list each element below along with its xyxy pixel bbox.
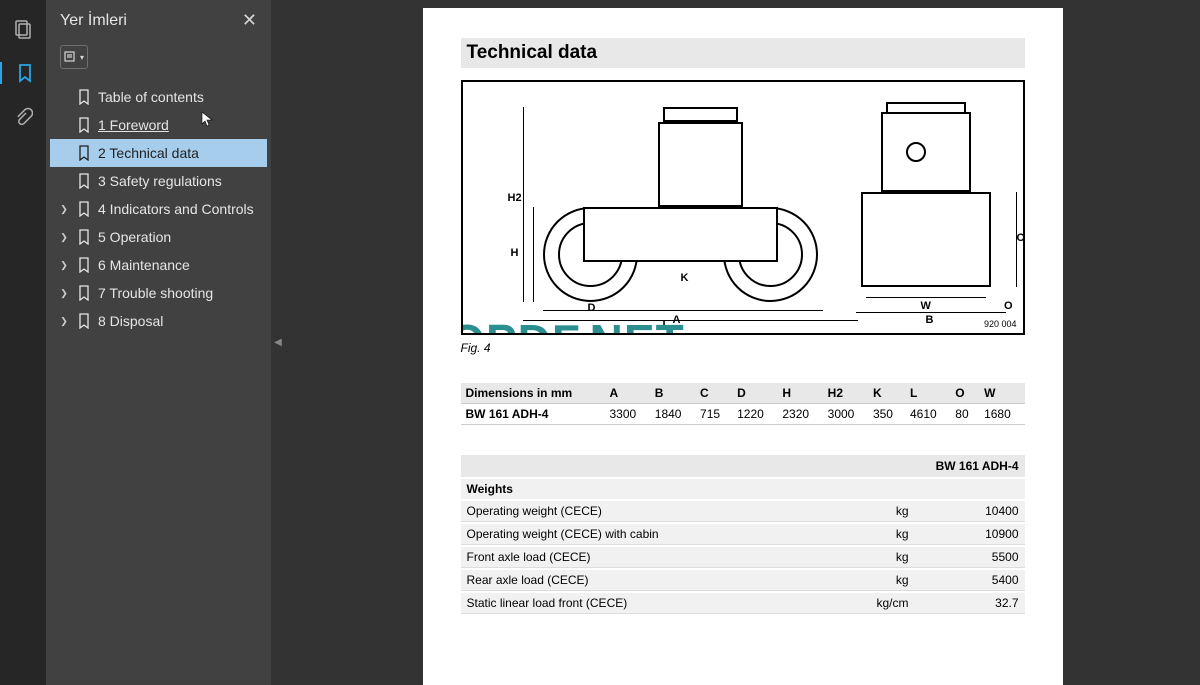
table-cell: 1840	[650, 404, 695, 425]
bookmark-item[interactable]: ❯ 6 Maintenance	[50, 251, 267, 279]
table-cell: Rear axle load (CECE)	[461, 570, 855, 591]
bookmark-icon	[76, 89, 92, 105]
table-header: W	[979, 383, 1024, 404]
table-header: H2	[823, 383, 868, 404]
table-header: H	[777, 383, 822, 404]
bookmark-tree: ❯Table of contents❯1 Foreword❯2 Technica…	[46, 79, 271, 339]
bookmark-icon	[76, 313, 92, 329]
document-viewport[interactable]: Technical data H2 H K D A	[285, 0, 1200, 685]
table-cell: Front axle load (CECE)	[461, 547, 855, 568]
bookmark-item[interactable]: ❯ 4 Indicators and Controls	[50, 195, 267, 223]
table-cell: kg	[855, 501, 915, 522]
table-cell: 3300	[604, 404, 649, 425]
table-cell: 5500	[915, 547, 1025, 568]
expand-chevron-icon[interactable]: ❯	[58, 204, 70, 215]
bookmark-label: 7 Trouble shooting	[98, 285, 213, 301]
bookmark-item[interactable]: ❯1 Foreword	[50, 111, 267, 139]
sidebar-toolbar: ▾	[46, 39, 271, 79]
table-cell: 80	[950, 404, 979, 425]
table-cell: 10400	[915, 501, 1025, 522]
sidebar-header: Yer İmleri ✕	[46, 0, 271, 39]
table-row: Front axle load (CECE)kg5500	[461, 547, 1025, 568]
sidebar-collapse-handle[interactable]: ◀	[271, 0, 285, 685]
table-cell: kg/cm	[855, 593, 915, 614]
expand-chevron-icon[interactable]: ❯	[58, 232, 70, 243]
table-row: Static linear load front (CECE)kg/cm32.7	[461, 593, 1025, 614]
table-cell: kg	[855, 524, 915, 545]
table-header: D	[732, 383, 777, 404]
table-cell: Operating weight (CECE)	[461, 501, 855, 522]
figure-number: 920 004	[984, 319, 1017, 329]
table-header: A	[604, 383, 649, 404]
bookmark-icon	[76, 285, 92, 301]
table-row: Operating weight (CECE) with cabinkg1090…	[461, 524, 1025, 545]
bookmark-icon	[76, 145, 92, 161]
bookmark-icon	[76, 229, 92, 245]
pdf-page: Technical data H2 H K D A	[423, 8, 1063, 685]
table-cell	[855, 455, 915, 477]
table-cell: 350	[868, 404, 905, 425]
bookmark-label: 3 Safety regulations	[98, 173, 222, 189]
bookmarks-icon[interactable]	[0, 62, 45, 84]
bookmark-icon	[76, 173, 92, 189]
bookmarks-sidebar: Yer İmleri ✕ ▾ ❯Table of contents❯1 Fore…	[46, 0, 271, 685]
table-cell: 32.7	[915, 593, 1025, 614]
bookmark-label: 2 Technical data	[98, 145, 199, 161]
bookmark-options-button[interactable]: ▾	[60, 45, 88, 69]
bookmark-item[interactable]: ❯Table of contents	[50, 83, 267, 111]
table-cell: BW 161 ADH-4	[461, 404, 605, 425]
table-header: L	[905, 383, 950, 404]
table-cell: 1680	[979, 404, 1024, 425]
table-cell	[461, 455, 855, 477]
table-cell: 2320	[777, 404, 822, 425]
table-cell: 715	[695, 404, 732, 425]
table-header: O	[950, 383, 979, 404]
table-header: BW 161 ADH-4	[915, 455, 1025, 477]
bookmark-label: 5 Operation	[98, 229, 171, 245]
table-cell: kg	[855, 570, 915, 591]
bookmark-label: 6 Maintenance	[98, 257, 190, 273]
expand-chevron-icon[interactable]: ❯	[58, 316, 70, 327]
bookmark-item[interactable]: ❯ 8 Disposal	[50, 307, 267, 335]
table-cell: kg	[855, 547, 915, 568]
table-cell: 4610	[905, 404, 950, 425]
expand-chevron-icon[interactable]: ❯	[58, 260, 70, 271]
watermark: AUTOPDF.NET	[461, 314, 685, 335]
page-title: Technical data	[461, 38, 1025, 68]
dimensions-table: Dimensions in mmABCDHH2KLOWBW 161 ADH-43…	[461, 383, 1025, 425]
sidebar-title: Yer İmleri	[60, 12, 127, 30]
technical-diagram: H2 H K D A L W	[461, 80, 1025, 335]
attachments-icon[interactable]	[12, 106, 34, 128]
close-icon[interactable]: ✕	[242, 10, 257, 31]
table-cell: 10900	[915, 524, 1025, 545]
bookmark-label: 1 Foreword	[98, 117, 169, 133]
thumbnails-icon[interactable]	[12, 18, 34, 40]
bookmark-label: 4 Indicators and Controls	[98, 201, 254, 217]
table-cell: 1220	[732, 404, 777, 425]
bookmark-item[interactable]: ❯ 7 Trouble shooting	[50, 279, 267, 307]
bookmark-item[interactable]: ❯ 5 Operation	[50, 223, 267, 251]
bookmark-label: 8 Disposal	[98, 313, 163, 329]
table-row: Operating weight (CECE)kg10400	[461, 501, 1025, 522]
expand-chevron-icon[interactable]: ❯	[58, 288, 70, 299]
bookmark-icon	[76, 117, 92, 133]
figure-caption: Fig. 4	[461, 341, 1025, 355]
table-header: K	[868, 383, 905, 404]
bookmark-icon	[76, 257, 92, 273]
table-header: Dimensions in mm	[461, 383, 605, 404]
table-cell: 3000	[823, 404, 868, 425]
table-header: C	[695, 383, 732, 404]
table-cell: 5400	[915, 570, 1025, 591]
bookmark-item[interactable]: ❯2 Technical data	[50, 139, 267, 167]
table-row: Rear axle load (CECE)kg5400	[461, 570, 1025, 591]
bookmark-item[interactable]: ❯3 Safety regulations	[50, 167, 267, 195]
table-section-header: Weights	[461, 479, 1025, 499]
table-header: B	[650, 383, 695, 404]
bookmark-icon	[76, 201, 92, 217]
bookmark-label: Table of contents	[98, 89, 204, 105]
viewer-tool-strip	[0, 0, 46, 685]
table-cell: Static linear load front (CECE)	[461, 593, 855, 614]
weights-table: BW 161 ADH-4WeightsOperating weight (CEC…	[461, 453, 1025, 616]
table-cell: Operating weight (CECE) with cabin	[461, 524, 855, 545]
